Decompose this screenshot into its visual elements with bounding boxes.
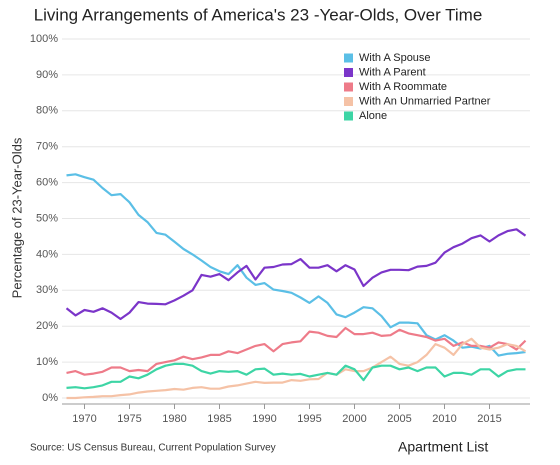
x-tick-label: 2015 [477, 413, 501, 425]
y-tick-label: 60% [36, 177, 58, 189]
logo: Apartment List [398, 439, 488, 455]
legend-label: With A Spouse [359, 52, 431, 64]
x-tick-label: 1970 [72, 413, 96, 425]
legend-label: Alone [359, 110, 387, 122]
x-tick-label: 2000 [342, 413, 366, 425]
x-tick-label: 2010 [432, 413, 456, 425]
x-tick-label: 1975 [117, 413, 141, 425]
legend-label: With A Parent [359, 66, 426, 78]
legend-label: With An Unmarried Partner [359, 95, 491, 107]
chart-title: Living Arrangements of America's 23 -Yea… [34, 5, 483, 24]
x-tick-label: 1985 [207, 413, 231, 425]
y-tick-label: 20% [36, 320, 58, 332]
y-tick-label: 50% [36, 212, 58, 224]
series-line [66, 362, 526, 390]
legend-swatch [344, 53, 353, 63]
y-tick-label: 30% [36, 284, 58, 296]
source-note: Source: US Census Bureau, Current Popula… [30, 443, 276, 454]
legend-swatch [344, 97, 353, 106]
x-tick-label: 1980 [162, 413, 186, 425]
series-line [66, 337, 527, 400]
y-tick-label: 0% [42, 392, 58, 404]
y-tick-label: 80% [36, 105, 58, 117]
legend-swatch [344, 82, 353, 92]
series-line [65, 228, 527, 321]
y-tick-label: 10% [36, 356, 58, 368]
x-tick-label: 1995 [297, 413, 321, 425]
series-line [66, 326, 527, 376]
y-axis-label: Percentage of 23-Year-Olds [9, 137, 24, 298]
legend-swatch [344, 68, 353, 77]
x-tick-label: 1990 [252, 413, 276, 425]
series-line [66, 173, 526, 357]
y-tick-label: 90% [36, 69, 58, 81]
y-tick-label: 100% [30, 33, 58, 45]
y-tick-label: 40% [36, 248, 58, 260]
y-tick-label: 70% [36, 141, 58, 153]
legend-label: With A Roommate [359, 81, 447, 93]
x-tick-label: 2005 [387, 413, 411, 425]
legend-swatch [344, 111, 353, 121]
